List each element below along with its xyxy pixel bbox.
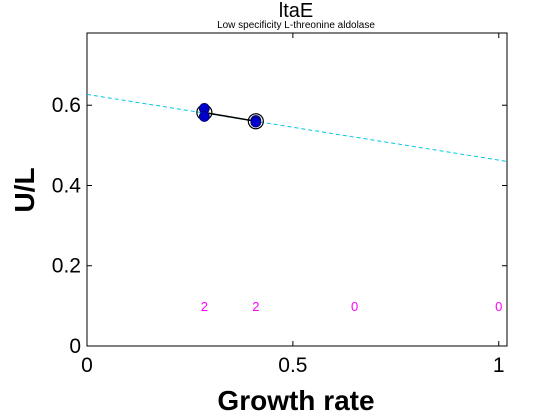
y-tick-label: 0 xyxy=(69,335,81,358)
y-tick-label: 0.2 xyxy=(52,255,81,278)
sample-count-label: 0 xyxy=(351,299,358,314)
x-tick-label: 1 xyxy=(493,354,505,377)
chart-title: ltaE xyxy=(279,0,313,22)
mean-marker xyxy=(247,113,264,130)
sample-count-label: 2 xyxy=(252,299,259,314)
x-tick-label: 0 xyxy=(81,354,93,377)
x-tick-label: 0.5 xyxy=(278,354,307,377)
y-axis-label: U/L xyxy=(9,167,40,212)
data-point xyxy=(250,116,262,128)
data-point xyxy=(198,111,210,122)
y-tick-label: 0.4 xyxy=(52,174,82,197)
plot-area xyxy=(86,32,508,347)
y-tick-label: 0.6 xyxy=(52,94,81,117)
mean-line xyxy=(204,111,256,123)
chart-subtitle: Low specificity L-threonine aldolase xyxy=(217,20,375,31)
fit-line xyxy=(86,93,508,162)
sample-count-label: 0 xyxy=(495,299,502,314)
x-axis-label: Growth rate xyxy=(217,385,374,416)
sample-count-label: 2 xyxy=(201,299,208,314)
